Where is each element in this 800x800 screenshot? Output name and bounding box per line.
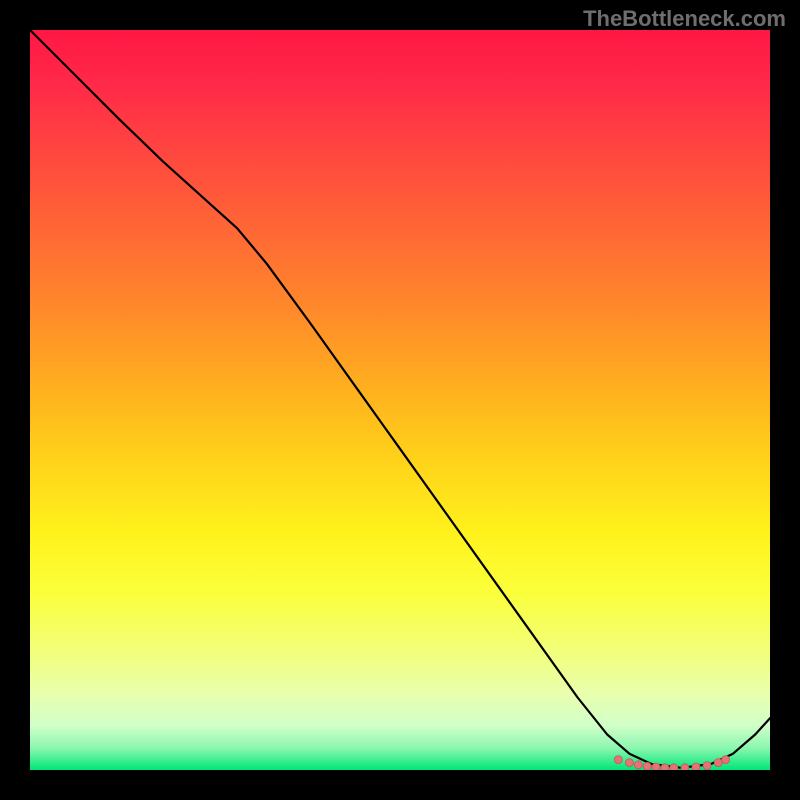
chart-marker — [661, 764, 669, 770]
chart-marker — [722, 756, 730, 764]
chart-marker — [652, 763, 660, 770]
chart-marker — [614, 756, 622, 764]
watermark-text: TheBottleneck.com — [583, 6, 786, 32]
chart-marker — [703, 762, 711, 770]
chart-curve — [30, 30, 770, 768]
chart-marker — [692, 763, 700, 770]
chart-marker — [625, 759, 633, 767]
chart-marker — [670, 764, 678, 770]
chart-marker — [643, 762, 651, 770]
chart-line-layer — [30, 30, 770, 770]
chart-marker — [634, 761, 642, 769]
chart-marker — [714, 759, 722, 767]
chart-plot-area — [30, 30, 770, 770]
chart-marker — [681, 764, 689, 770]
